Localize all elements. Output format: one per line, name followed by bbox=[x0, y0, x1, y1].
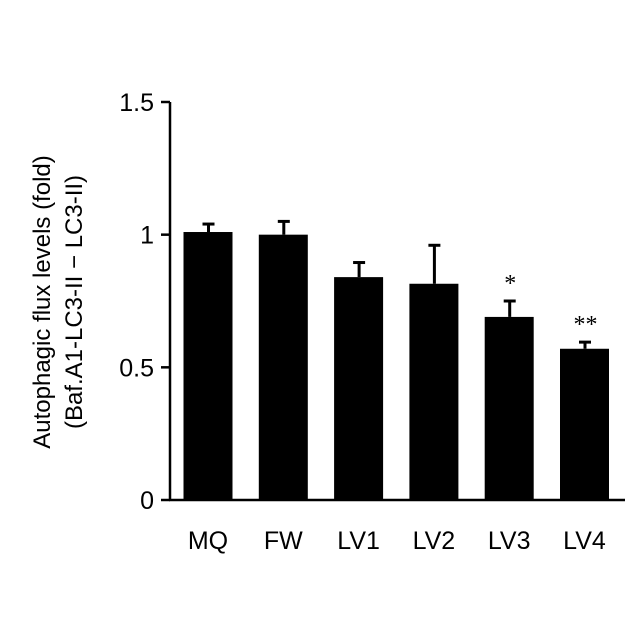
bar-mq bbox=[184, 232, 233, 500]
y-axis-title: Autophagic flux levels (fold) (Baf.A1-LC… bbox=[29, 155, 88, 448]
significance-marker: * bbox=[504, 271, 516, 297]
bar-lv2 bbox=[409, 284, 458, 500]
bar-lv4 bbox=[560, 349, 609, 500]
category-labels: MQ FW LV1 LV2 LV3 LV4 bbox=[188, 527, 606, 555]
y-tick-label: 1 bbox=[140, 222, 154, 250]
y-axis: 0 0.5 1 1.5 bbox=[119, 89, 170, 515]
y-tick-label: 1.5 bbox=[119, 89, 154, 117]
bar-fw bbox=[259, 235, 308, 500]
significance-marker: ** bbox=[574, 312, 598, 338]
y-tick-label: 0 bbox=[140, 487, 154, 515]
category-label-lv3: LV3 bbox=[488, 527, 531, 555]
category-label-mq: MQ bbox=[188, 527, 228, 555]
bar-lv3 bbox=[485, 317, 534, 500]
y-axis-sublabel: (Baf.A1-LC3-II − LC3-II) bbox=[61, 175, 88, 429]
category-label-fw: FW bbox=[264, 527, 303, 555]
y-tick-label: 0.5 bbox=[119, 354, 154, 382]
category-label-lv2: LV2 bbox=[413, 527, 456, 555]
bars bbox=[184, 232, 610, 500]
category-label-lv1: LV1 bbox=[337, 527, 380, 555]
y-axis-label: Autophagic flux levels (fold) bbox=[29, 155, 56, 448]
bar-lv1 bbox=[334, 277, 383, 500]
category-label-lv4: LV4 bbox=[563, 527, 606, 555]
